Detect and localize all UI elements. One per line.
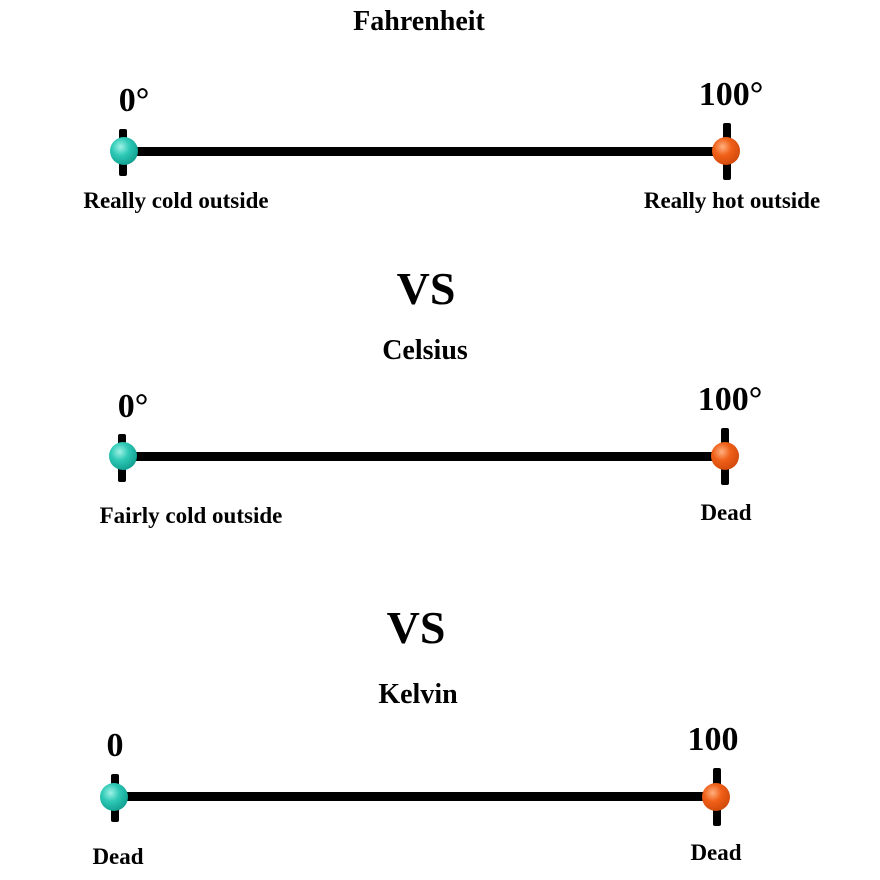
left-label: Dead — [92, 844, 144, 869]
right-value: 100° — [697, 381, 763, 418]
vs-separator: VS — [386, 602, 446, 653]
hot-marker-icon — [702, 783, 730, 811]
scale-title: Kelvin — [378, 679, 458, 710]
scale-title: Fahrenheit — [353, 6, 485, 37]
left-value: 0° — [117, 388, 149, 425]
right-value: 100 — [687, 721, 739, 758]
hot-marker-icon — [712, 137, 740, 165]
cold-marker-icon — [110, 137, 138, 165]
right-value: 100° — [698, 76, 764, 113]
hot-marker-icon — [711, 442, 739, 470]
left-label: Fairly cold outside — [99, 503, 283, 528]
cold-marker-icon — [100, 783, 128, 811]
right-label: Dead — [700, 500, 752, 525]
left-label: Really cold outside — [83, 188, 269, 213]
vs-separator: VS — [396, 263, 456, 314]
scale-line — [125, 147, 727, 156]
scale-line — [124, 452, 726, 461]
right-label: Dead — [690, 840, 742, 865]
scale-line — [114, 792, 716, 801]
left-value: 0 — [106, 727, 124, 764]
right-label: Really hot outside — [643, 188, 821, 213]
cold-marker-icon — [109, 442, 137, 470]
left-value: 0° — [118, 82, 150, 119]
scale-title: Celsius — [382, 335, 468, 366]
